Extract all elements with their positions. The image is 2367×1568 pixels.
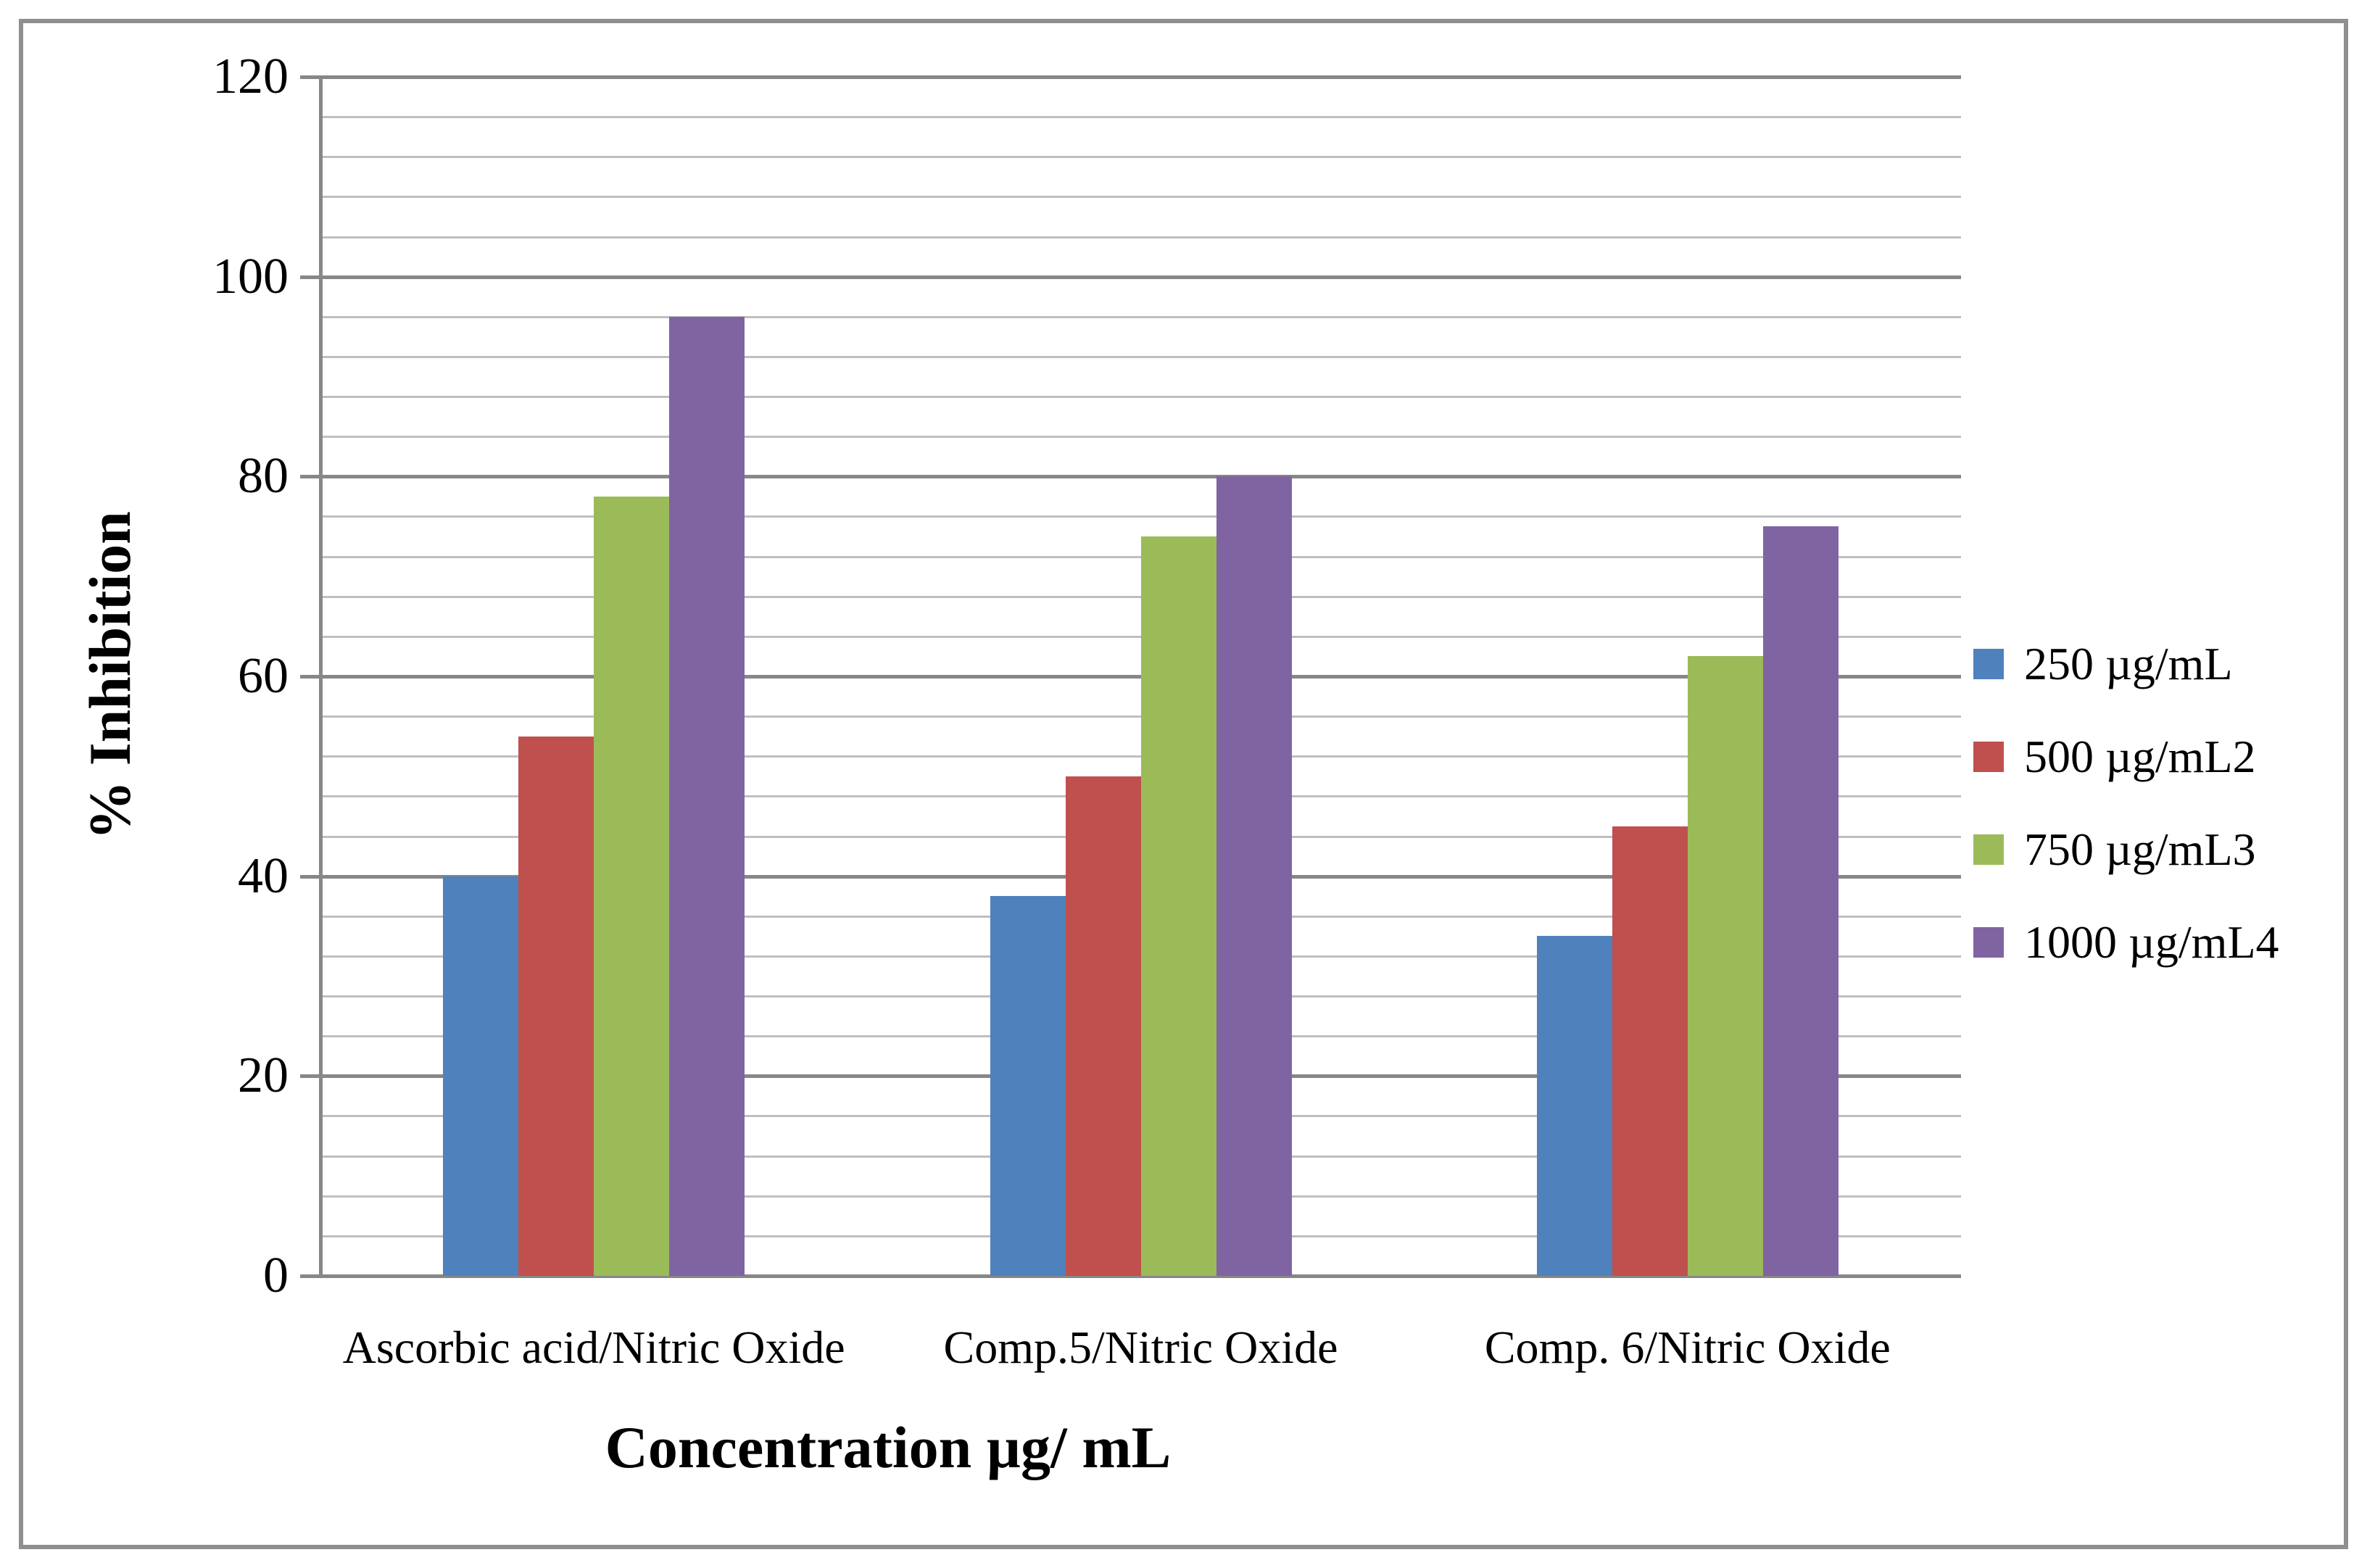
bar-500-g-ml2-cat1	[518, 736, 594, 1276]
legend-label: 250 µg/mL	[2024, 638, 2233, 689]
minor-gridline	[320, 436, 1961, 439]
major-gridline	[320, 1274, 1961, 1278]
minor-gridline	[320, 515, 1961, 518]
legend-item: 250 µg/mL	[1973, 618, 2279, 710]
minor-gridline	[320, 196, 1961, 199]
y-axis-tick-label: 40	[238, 847, 289, 904]
legend-label: 500 µg/mL2	[2024, 731, 2256, 782]
y-axis-line	[319, 77, 323, 1278]
minor-gridline	[320, 236, 1961, 238]
bar-500-g-ml2-cat2	[1065, 776, 1141, 1276]
major-gridline	[320, 275, 1961, 279]
minor-gridline	[320, 315, 1961, 318]
y-axis-major-tick	[300, 1074, 320, 1079]
bar-500-g-ml2-cat3	[1612, 826, 1688, 1276]
legend-item: 1000 µg/mL4	[1973, 896, 2279, 989]
legend-swatch-icon	[1973, 742, 2004, 772]
y-axis-major-tick	[300, 475, 320, 479]
bar-750-g-ml3-cat1	[594, 496, 670, 1276]
minor-gridline	[320, 116, 1961, 119]
y-axis-major-tick	[300, 1274, 320, 1278]
legend-swatch-icon	[1973, 834, 2004, 865]
bar-750-g-ml3-cat3	[1687, 656, 1763, 1276]
y-axis-tick-label: 80	[238, 448, 289, 505]
y-axis-tick-label: 20	[238, 1048, 289, 1104]
legend-item: 500 µg/mL2	[1973, 710, 2279, 803]
bar-1000-g-ml4-cat1	[669, 316, 745, 1276]
bar-250-g-ml-cat3	[1536, 936, 1612, 1276]
y-axis-tick-label: 100	[212, 248, 289, 304]
bar-250-g-ml-cat2	[990, 896, 1066, 1276]
category-label: Comp. 6/Nitric Oxide	[1484, 1322, 1891, 1373]
category-label: Comp.5/Nitric Oxide	[943, 1322, 1338, 1373]
category-label: Ascorbic acid/Nitric Oxide	[342, 1322, 845, 1373]
figure-border	[19, 19, 2348, 1549]
legend-swatch-icon	[1973, 649, 2004, 679]
major-gridline	[320, 475, 1961, 479]
x-axis-title: Concentration µg/ mL	[605, 1414, 1172, 1480]
y-axis-major-tick	[300, 75, 320, 79]
major-gridline	[320, 75, 1961, 79]
y-axis-tick-label: 60	[238, 648, 289, 704]
legend-swatch-icon	[1973, 927, 2004, 958]
legend: 250 µg/mL 500 µg/mL2 750 µg/mL3 1000 µg/mL4	[1973, 618, 2279, 989]
y-axis-major-tick	[300, 675, 320, 679]
y-axis-tick-label: 0	[263, 1248, 289, 1303]
legend-item: 750 µg/mL3	[1973, 803, 2279, 896]
y-axis-major-tick	[300, 275, 320, 279]
minor-gridline	[320, 396, 1961, 399]
bar-750-g-ml3-cat2	[1140, 536, 1216, 1276]
minor-gridline	[320, 156, 1961, 159]
bar-1000-g-ml4-cat2	[1216, 476, 1292, 1276]
bar-1000-g-ml4-cat3	[1762, 526, 1839, 1276]
bar-250-g-ml-cat1	[443, 876, 519, 1276]
legend-label: 750 µg/mL3	[2024, 824, 2256, 875]
y-axis-title: % Inhibition	[77, 511, 143, 840]
y-axis-tick-label: 120	[212, 49, 289, 104]
minor-gridline	[320, 355, 1961, 358]
y-axis-major-tick	[300, 874, 320, 879]
legend-label: 1000 µg/mL4	[2024, 916, 2279, 968]
